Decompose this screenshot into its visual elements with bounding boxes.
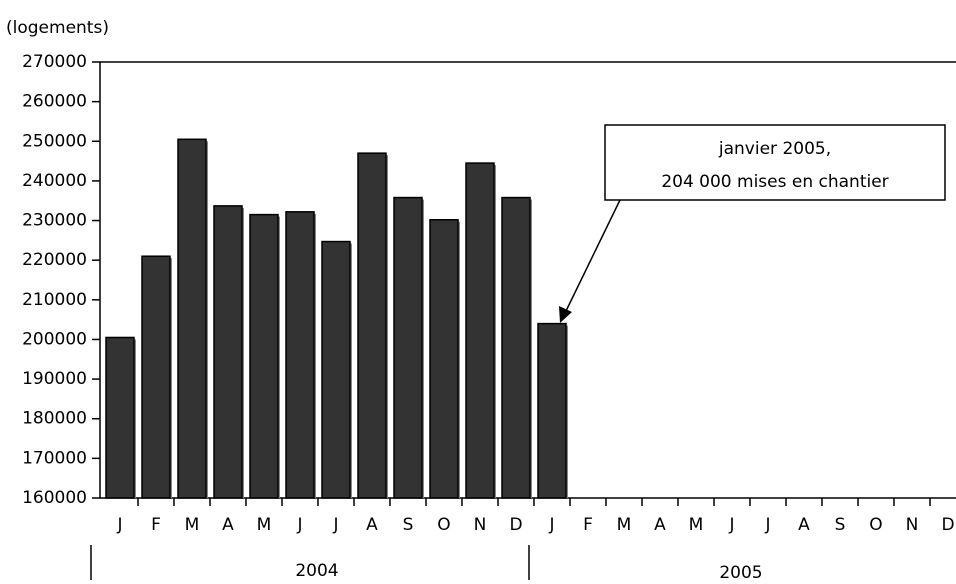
group-label: 2005 [719, 563, 762, 583]
y-axis-label: (logements) [6, 18, 109, 38]
bar [393, 196, 423, 499]
x-tick-label: M [185, 515, 200, 535]
x-tick-label: J [296, 515, 302, 535]
x-tick-label: N [474, 515, 487, 535]
x-tick-label: O [869, 515, 882, 535]
x-tick-label: M [257, 515, 272, 535]
bar [285, 211, 315, 499]
y-tick-label: 160000 [22, 488, 87, 508]
annotation-text: janvier 2005, [718, 139, 831, 159]
x-tick-label: A [222, 515, 234, 535]
y-tick-label: 250000 [22, 131, 87, 151]
x-tick-label: F [151, 515, 161, 535]
x-tick-label: S [835, 515, 846, 535]
group-label: 2004 [295, 561, 338, 581]
bar [465, 162, 495, 499]
annotation-text: 204 000 mises en chantier [661, 172, 888, 192]
bar [249, 213, 279, 499]
x-tick-label: A [654, 515, 666, 535]
x-tick-label: J [728, 515, 734, 535]
x-tick-label: J [116, 515, 122, 535]
x-tick-label: J [548, 515, 554, 535]
bar [213, 205, 243, 499]
x-tick-label: F [583, 515, 593, 535]
y-tick-label: 240000 [22, 171, 87, 191]
x-tick-label: J [764, 515, 770, 535]
bar [501, 196, 531, 499]
y-tick-label: 220000 [22, 250, 87, 270]
x-tick-label: J [332, 515, 338, 535]
y-tick-label: 180000 [22, 409, 87, 429]
y-tick-label: 230000 [22, 211, 87, 231]
y-tick-label: 200000 [22, 329, 87, 349]
bar [537, 322, 567, 499]
x-tick-label: D [509, 515, 522, 535]
x-tick-label: A [366, 515, 378, 535]
bar [429, 219, 459, 499]
x-tick-label: N [906, 515, 919, 535]
y-tick-label: 190000 [22, 369, 87, 389]
annotation-arrow [565, 199, 621, 312]
bar [357, 152, 387, 499]
y-tick-label: 170000 [22, 448, 87, 468]
x-tick-label: D [941, 515, 954, 535]
y-tick-label: 210000 [22, 290, 87, 310]
x-tick-label: O [437, 515, 450, 535]
annotation-box [604, 124, 946, 201]
y-tick-label: 260000 [22, 92, 87, 112]
arrow-head [559, 306, 572, 323]
y-tick-label: 270000 [22, 52, 87, 72]
x-tick-label: A [798, 515, 810, 535]
bar [177, 138, 207, 499]
bar [141, 255, 171, 499]
bar [105, 336, 135, 499]
x-tick-label: M [617, 515, 632, 535]
x-tick-label: S [403, 515, 414, 535]
bar [321, 240, 351, 499]
x-tick-label: M [689, 515, 704, 535]
